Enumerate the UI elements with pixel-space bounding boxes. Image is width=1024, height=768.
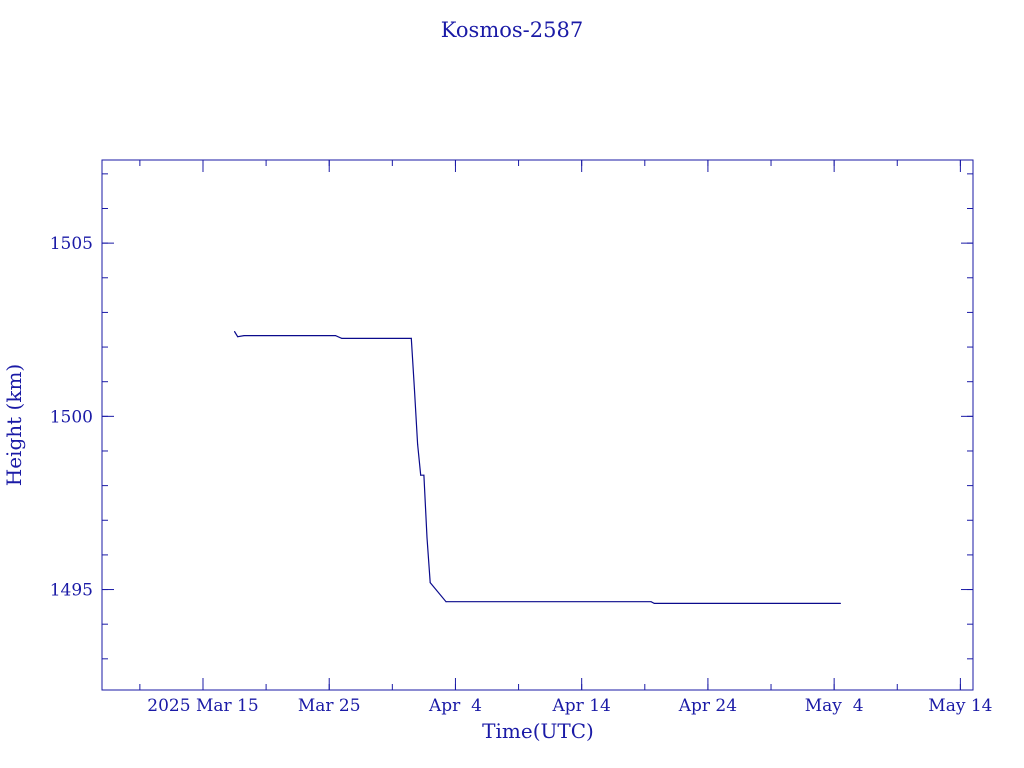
x-axis-ticks [139, 160, 961, 690]
chart-title: Kosmos-2587 [441, 18, 583, 42]
y-tick-label: 1505 [50, 234, 93, 254]
data-point [237, 336, 239, 338]
x-tick-label: Apr 24 [678, 696, 737, 716]
y-axis-label: Height (km) [2, 364, 26, 486]
data-point [445, 601, 447, 603]
data-point [410, 337, 412, 339]
y-tick-label: 1500 [50, 407, 93, 427]
x-axis-label: Time(UTC) [482, 719, 594, 743]
data-point [243, 335, 245, 337]
plot-frame [101, 159, 974, 691]
data-point [335, 335, 336, 337]
data-point [429, 582, 431, 584]
x-axis-tick-labels: 2025 Mar 15 Mar 25 Apr 4 Apr 14 Apr 24 May 4 M… [147, 696, 992, 716]
series-group [233, 331, 841, 604]
x-tick-label: 2025 Mar 15 [147, 696, 258, 716]
x-tick-label: May 4 [805, 696, 864, 716]
x-tick-label: Mar 25 [298, 696, 361, 716]
data-point [341, 337, 343, 339]
data-point [840, 602, 841, 604]
y-axis-tick-labels: 1495 1500 1505 [50, 234, 93, 600]
y-axis-ticks [102, 173, 973, 660]
data-point [420, 474, 422, 476]
x-tick-label: Apr 14 [552, 696, 611, 716]
x-tick-label: Apr 4 [428, 696, 482, 716]
data-point [423, 474, 425, 476]
data-point [653, 602, 655, 604]
data-point [426, 537, 428, 539]
data-point [417, 443, 419, 445]
data-point [234, 331, 235, 332]
series-line [233, 331, 841, 604]
y-tick-label: 1495 [50, 581, 93, 601]
data-point [413, 388, 415, 390]
x-tick-label: May 14 [928, 696, 992, 716]
data-point [650, 601, 652, 603]
